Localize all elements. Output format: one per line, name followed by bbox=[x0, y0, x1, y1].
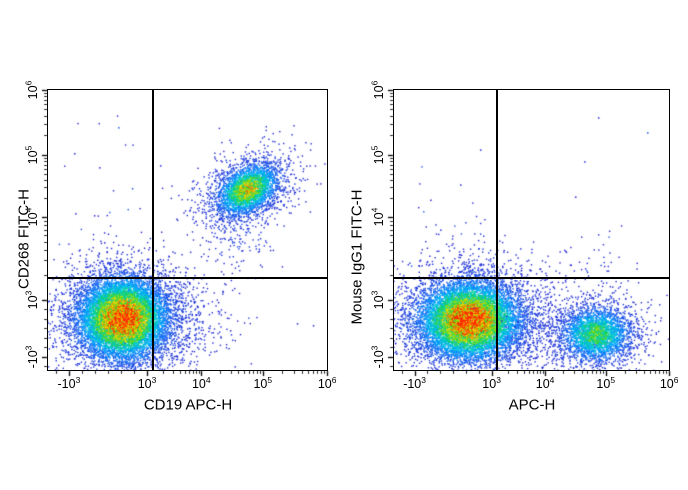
quadrant-gate-vertical-line bbox=[152, 89, 154, 371]
y-tick-label-104: 104 bbox=[23, 207, 40, 227]
quadrant-gate-vertical-line bbox=[496, 89, 498, 371]
y-tick-label--103: -103 bbox=[23, 345, 40, 369]
y-tick-label-106: 106 bbox=[369, 80, 386, 100]
y-tick-label-103: 103 bbox=[369, 290, 386, 310]
y-tick-label-103: 103 bbox=[23, 290, 40, 310]
y-tick-label--103: -103 bbox=[369, 345, 386, 369]
x-tick-label-104: 104 bbox=[535, 374, 555, 391]
right-plot-y-axis-label: Mouse IgG1 FITC-H bbox=[348, 189, 366, 325]
x-tick-label-103: 103 bbox=[137, 374, 157, 391]
y-tick-label-105: 105 bbox=[369, 145, 386, 165]
x-tick-label--103: -103 bbox=[57, 374, 81, 391]
x-tick-label-105: 105 bbox=[253, 374, 273, 391]
left-plot-x-axis-label: CD19 APC-H bbox=[143, 396, 233, 414]
left-plot-y-axis-label: CD268 FITC-H bbox=[15, 188, 33, 290]
y-tick-label-104: 104 bbox=[369, 207, 386, 227]
y-tick-label-105: 105 bbox=[23, 145, 40, 165]
x-tick-label-103: 103 bbox=[482, 374, 501, 391]
x-tick-label-106: 106 bbox=[659, 374, 679, 391]
x-tick-label-105: 105 bbox=[596, 374, 616, 391]
x-tick-label--103: -103 bbox=[403, 374, 426, 391]
x-tick-label-106: 106 bbox=[317, 374, 337, 391]
x-tick-label-104: 104 bbox=[191, 374, 211, 391]
quadrant-gate-horizontal-line bbox=[393, 277, 670, 279]
y-tick-label-106: 106 bbox=[23, 80, 40, 100]
right-plot-x-axis-label: APC-H bbox=[508, 396, 556, 414]
quadrant-gate-horizontal-line bbox=[47, 277, 328, 279]
